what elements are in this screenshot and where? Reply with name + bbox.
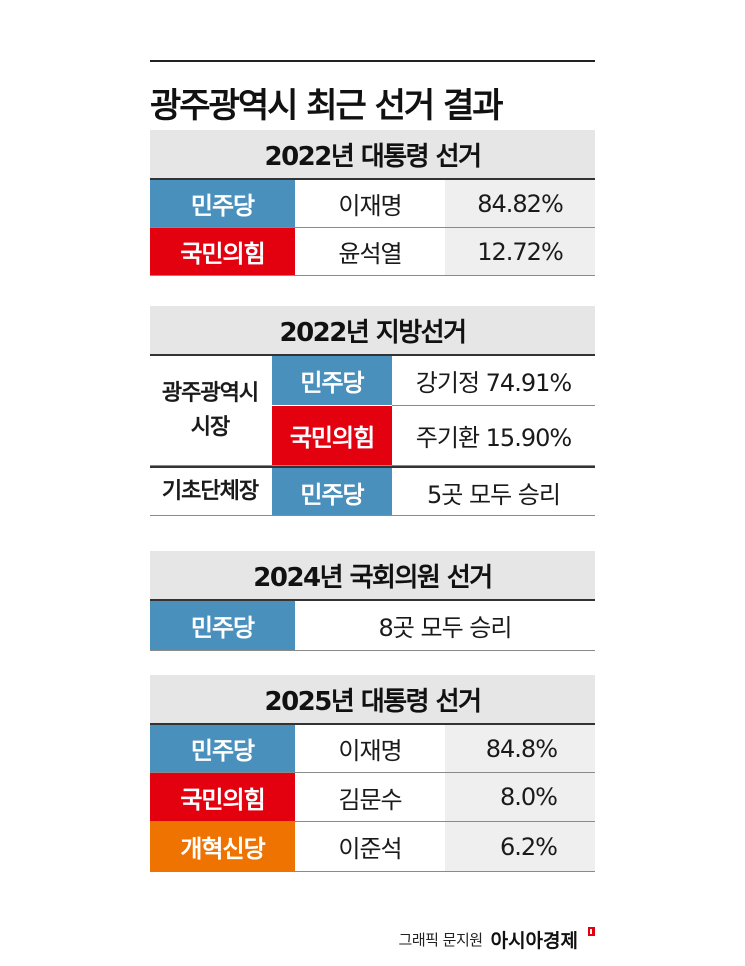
divider bbox=[150, 466, 595, 468]
candidate-name: 이준석 bbox=[295, 822, 445, 871]
table-row: 국민의힘 김문수 8.0% bbox=[150, 773, 595, 822]
party-badge-minju: 민주당 bbox=[150, 601, 295, 650]
section-heading-2022-presidential: 2022년 대통령 선거 bbox=[150, 130, 595, 180]
section-heading-2024-assembly: 2024년 국회의원 선거 bbox=[150, 551, 595, 601]
vote-percent: 84.82% bbox=[445, 180, 595, 227]
credit-line: 그래픽 문지원 아시아경제 bbox=[399, 926, 595, 953]
divider bbox=[150, 465, 595, 466]
party-badge-minju: 민주당 bbox=[150, 180, 295, 227]
vote-percent: 8.0% bbox=[445, 773, 595, 821]
district-head-result: 5곳 모두 승리 bbox=[427, 480, 561, 509]
divider bbox=[150, 515, 595, 516]
mayor-block: 광주광역시 시장 민주당 강기정 74.91% 국민의힘 주기환 15.90% bbox=[150, 356, 595, 466]
candidate-name: 이재명 bbox=[295, 180, 445, 227]
section-heading-2025-presidential: 2025년 대통령 선거 bbox=[150, 675, 595, 725]
mayor-label-line1: 광주광역시 bbox=[161, 381, 259, 406]
section-heading-2022-local: 2022년 지방선거 bbox=[150, 306, 595, 356]
top-rule bbox=[150, 60, 595, 62]
party-badge-ppp: 국민의힘 bbox=[150, 228, 295, 275]
divider bbox=[392, 405, 595, 406]
table-row: 국민의힘 윤석열 12.72% bbox=[150, 228, 595, 276]
mayor-label: 광주광역시 시장 bbox=[150, 356, 270, 466]
party-badge-ppp: 국민의힘 bbox=[272, 406, 392, 465]
mayor-result: 강기정 74.91% bbox=[415, 369, 572, 397]
party-badge-minju: 민주당 bbox=[150, 725, 295, 772]
party-badge-minju: 민주당 bbox=[272, 356, 392, 405]
party-badge-minju: 민주당 bbox=[272, 468, 392, 516]
assembly-result: 8곳 모두 승리 bbox=[295, 601, 595, 650]
table-row: 민주당 이재명 84.82% bbox=[150, 180, 595, 228]
brand-mark-icon bbox=[588, 927, 595, 936]
table-row: 민주당 8곳 모두 승리 bbox=[150, 601, 595, 651]
table-row: 개혁신당 이준석 6.2% bbox=[150, 822, 595, 872]
district-head-label: 기초단체장 bbox=[161, 479, 259, 504]
party-badge-reform: 개혁신당 bbox=[150, 822, 295, 871]
table-row: 민주당 이재명 84.8% bbox=[150, 725, 595, 773]
mayor-label-line2: 시장 bbox=[190, 415, 230, 440]
graphic-credit: 그래픽 문지원 bbox=[398, 931, 484, 949]
district-head-block: 기초단체장 민주당 5곳 모두 승리 bbox=[150, 468, 595, 516]
vote-percent: 6.2% bbox=[445, 822, 595, 871]
mayor-result: 주기환 15.90% bbox=[415, 424, 572, 452]
candidate-name: 김문수 bbox=[295, 773, 445, 821]
vote-percent: 84.8% bbox=[445, 725, 595, 772]
vote-percent: 12.72% bbox=[445, 228, 595, 275]
candidate-name: 이재명 bbox=[295, 725, 445, 772]
party-badge-ppp: 국민의힘 bbox=[150, 773, 295, 821]
candidate-name: 윤석열 bbox=[295, 228, 445, 275]
brand-logo: 아시아경제 bbox=[490, 930, 578, 952]
page-title: 광주광역시 최근 선거 결과 bbox=[150, 86, 504, 126]
